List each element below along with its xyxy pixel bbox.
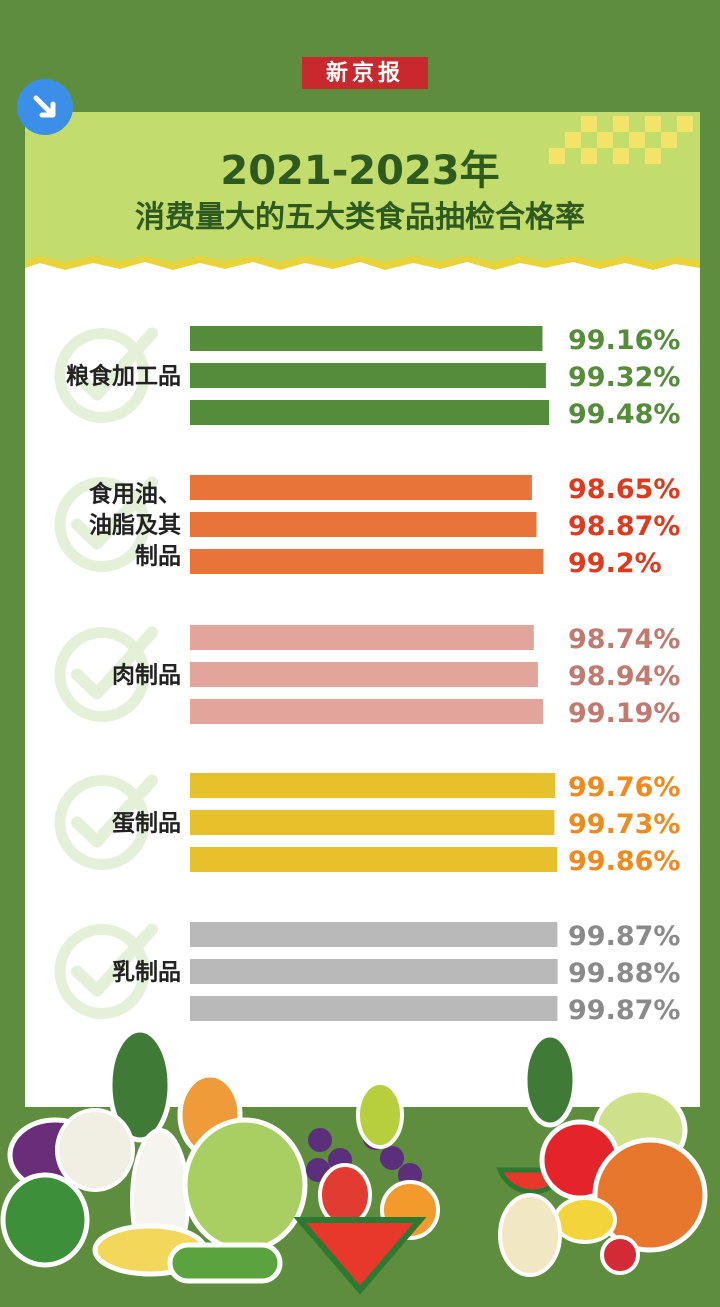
title-banner xyxy=(25,112,700,260)
bar xyxy=(190,326,543,351)
value-label: 99.2% xyxy=(568,548,662,579)
cucumber-icon xyxy=(167,1242,283,1284)
value-label: 99.87% xyxy=(568,921,680,952)
check-icon xyxy=(54,923,158,1019)
bar xyxy=(190,699,544,724)
bar xyxy=(190,475,532,500)
torn-edge xyxy=(25,250,700,270)
category-label: 制品 xyxy=(135,544,181,570)
bar xyxy=(190,662,538,687)
bar xyxy=(190,773,556,798)
category-label: 粮食加工品 xyxy=(66,363,181,390)
checker-decoration xyxy=(549,116,693,164)
category-label: 油脂及其 xyxy=(89,513,181,539)
bar xyxy=(190,922,558,947)
berry-icon xyxy=(600,1235,640,1275)
category-label: 蛋制品 xyxy=(112,811,181,837)
pear-icon xyxy=(356,1081,404,1149)
bar xyxy=(190,847,558,872)
category-label: 乳制品 xyxy=(112,959,181,986)
check-icon xyxy=(54,626,158,722)
page-title: 2021-2023年 xyxy=(220,148,500,194)
pumpkin-icon xyxy=(592,1137,708,1253)
value-label: 99.16% xyxy=(568,325,680,356)
cabbage-icon xyxy=(182,1117,308,1253)
bamboo-shoot-icon xyxy=(498,1193,562,1277)
bar xyxy=(190,996,558,1021)
page-subtitle: 消费量大的五大类食品抽检合格率 xyxy=(135,200,585,235)
lemon-icon xyxy=(553,1196,617,1244)
value-label: 99.86% xyxy=(568,846,680,877)
strawberry-icon xyxy=(318,1163,372,1227)
check-icon xyxy=(54,774,158,870)
value-label: 99.73% xyxy=(568,809,680,840)
vegetables-illustration xyxy=(0,1027,720,1307)
check-icon xyxy=(54,327,158,423)
category-label: 食用油、 xyxy=(89,481,181,508)
value-label: 99.32% xyxy=(568,362,680,393)
bar xyxy=(190,549,544,574)
value-label: 99.88% xyxy=(568,958,680,989)
garlic-icon xyxy=(55,1108,135,1192)
bar xyxy=(190,625,534,650)
value-label: 98.74% xyxy=(568,624,680,655)
value-label: 98.94% xyxy=(568,661,680,692)
bar xyxy=(190,959,558,984)
bar xyxy=(190,400,550,425)
bar xyxy=(190,363,546,388)
check-icon xyxy=(54,476,158,572)
value-label: 99.87% xyxy=(568,995,680,1026)
value-label: 99.48% xyxy=(568,399,680,430)
value-label: 99.19% xyxy=(568,698,680,729)
value-label: 99.76% xyxy=(568,772,680,803)
value-label: 98.65% xyxy=(568,474,680,505)
value-label: 98.87% xyxy=(568,511,680,542)
brand-logo: 新京报 xyxy=(302,57,428,89)
arrow-down-right-icon xyxy=(17,79,73,135)
pepper-icon xyxy=(0,1172,90,1268)
bar xyxy=(190,512,537,537)
bar xyxy=(190,810,555,835)
category-label: 肉制品 xyxy=(112,663,181,689)
